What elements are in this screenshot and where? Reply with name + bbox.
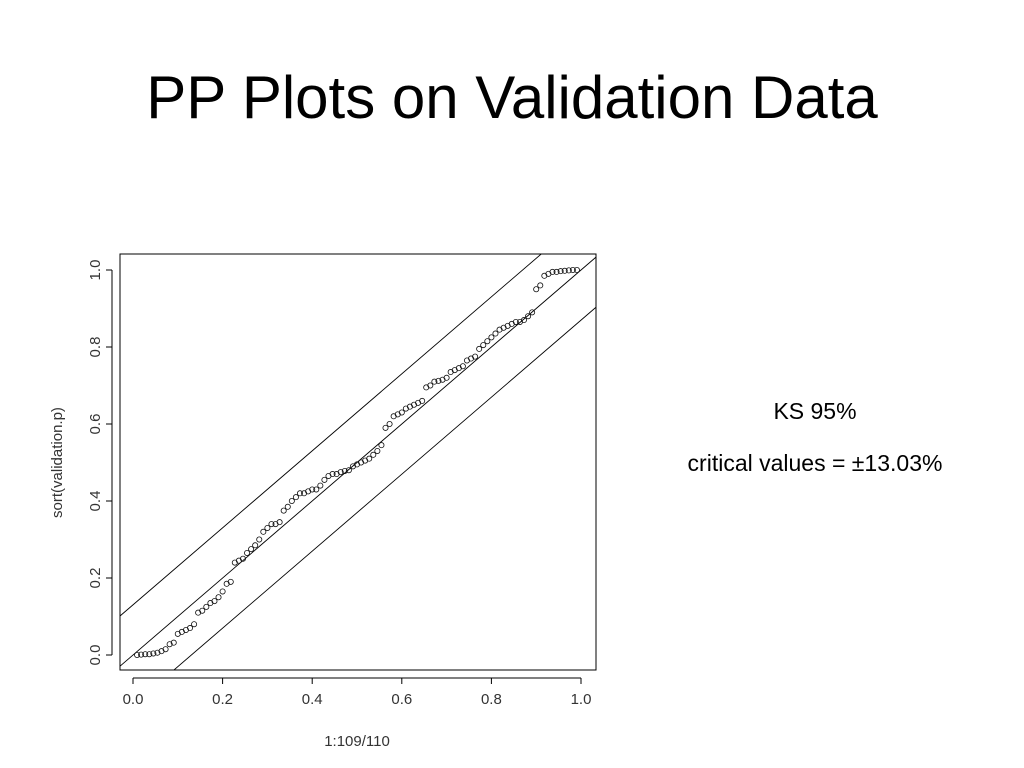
data-point	[345, 467, 352, 474]
data-point	[366, 455, 373, 462]
data-point	[537, 282, 544, 289]
plot-frame	[119, 253, 597, 671]
data-point	[419, 397, 426, 404]
pp-plot: 0.0 0.2 0.4 0.6 0.8 1.0 0.0 0.2 0.4 0.6 0.8 1.0 1:10…	[49, 253, 597, 750]
data-point	[191, 621, 198, 628]
y-tick-label: 0.0	[87, 645, 104, 666]
data-point	[199, 607, 206, 614]
data-point	[260, 528, 267, 535]
data-point	[142, 651, 149, 658]
data-point	[248, 546, 255, 553]
data-point	[520, 317, 527, 324]
data-point	[227, 578, 234, 585]
data-point	[382, 424, 389, 431]
data-point	[146, 651, 153, 658]
x-tick-label: 0.8	[481, 691, 502, 708]
data-point	[459, 363, 466, 370]
data-point	[533, 286, 540, 293]
data-point	[288, 497, 295, 504]
data-point	[276, 519, 283, 526]
data-point	[268, 521, 275, 528]
data-point	[292, 494, 299, 501]
y-tick-label: 0.2	[87, 568, 104, 589]
data-point	[313, 486, 320, 493]
data-point	[280, 507, 287, 514]
data-point	[296, 490, 303, 497]
data-point	[264, 524, 271, 531]
data-point	[162, 646, 169, 653]
data-point	[557, 268, 564, 275]
x-tick-label: 1.0	[571, 691, 592, 708]
data-point	[134, 652, 141, 659]
y-tick-label: 0.8	[87, 337, 104, 358]
data-point	[154, 649, 161, 656]
data-point	[488, 334, 495, 341]
data-point	[435, 377, 442, 384]
data-point	[150, 650, 157, 657]
x-axis-label: 1:109/110	[324, 733, 390, 750]
data-point	[203, 603, 210, 610]
data-point	[443, 374, 450, 381]
data-point	[337, 469, 344, 476]
ks-title: KS 95%	[773, 398, 857, 424]
data-point	[215, 594, 222, 601]
data-point	[431, 378, 438, 385]
slide-title: PP Plots on Validation Data	[146, 64, 878, 131]
x-tick-label: 0.0	[123, 691, 144, 708]
data-point	[561, 267, 568, 274]
data-point	[284, 503, 291, 510]
data-point	[525, 313, 532, 320]
data-point	[374, 447, 381, 454]
data-point	[256, 536, 263, 543]
data-point	[573, 266, 580, 273]
data-point	[492, 330, 499, 337]
data-point	[565, 267, 572, 274]
x-tick-label: 0.6	[391, 691, 412, 708]
data-point	[170, 639, 177, 646]
data-point	[239, 555, 246, 562]
data-point	[549, 268, 556, 275]
data-point	[252, 542, 259, 549]
data-point	[472, 353, 479, 360]
data-point	[386, 420, 393, 427]
ks-critical-values: critical values = ±13.03%	[687, 450, 943, 476]
data-point	[166, 641, 173, 648]
reference-line-diagonal	[120, 256, 596, 667]
data-point	[553, 268, 560, 275]
data-point	[321, 476, 328, 483]
y-tick-label: 0.4	[87, 491, 104, 512]
y-axis-label: sort(validation.p)	[49, 407, 66, 518]
data-point	[211, 598, 218, 605]
data-point	[569, 266, 576, 273]
data-point	[398, 409, 405, 416]
data-point	[476, 345, 483, 352]
data-point	[187, 625, 194, 632]
x-tick-label: 0.4	[302, 691, 323, 708]
data-point	[244, 549, 251, 556]
data-point	[309, 486, 316, 493]
data-point	[529, 309, 536, 316]
data-point	[341, 467, 348, 474]
y-tick-label: 0.6	[87, 414, 104, 435]
data-point	[480, 342, 487, 349]
data-point	[317, 482, 324, 489]
data-point	[370, 451, 377, 458]
data-point	[484, 338, 491, 345]
x-tick-label: 0.2	[212, 691, 233, 708]
data-point	[219, 588, 226, 595]
ks-upper-bound-line	[120, 254, 542, 617]
data-point	[512, 318, 519, 325]
data-point	[427, 382, 434, 389]
y-tick-label: 1.0	[87, 260, 104, 281]
data-point	[378, 442, 385, 449]
data-point	[138, 651, 145, 658]
ks-lower-bound-line	[173, 306, 596, 670]
data-point	[329, 471, 336, 478]
